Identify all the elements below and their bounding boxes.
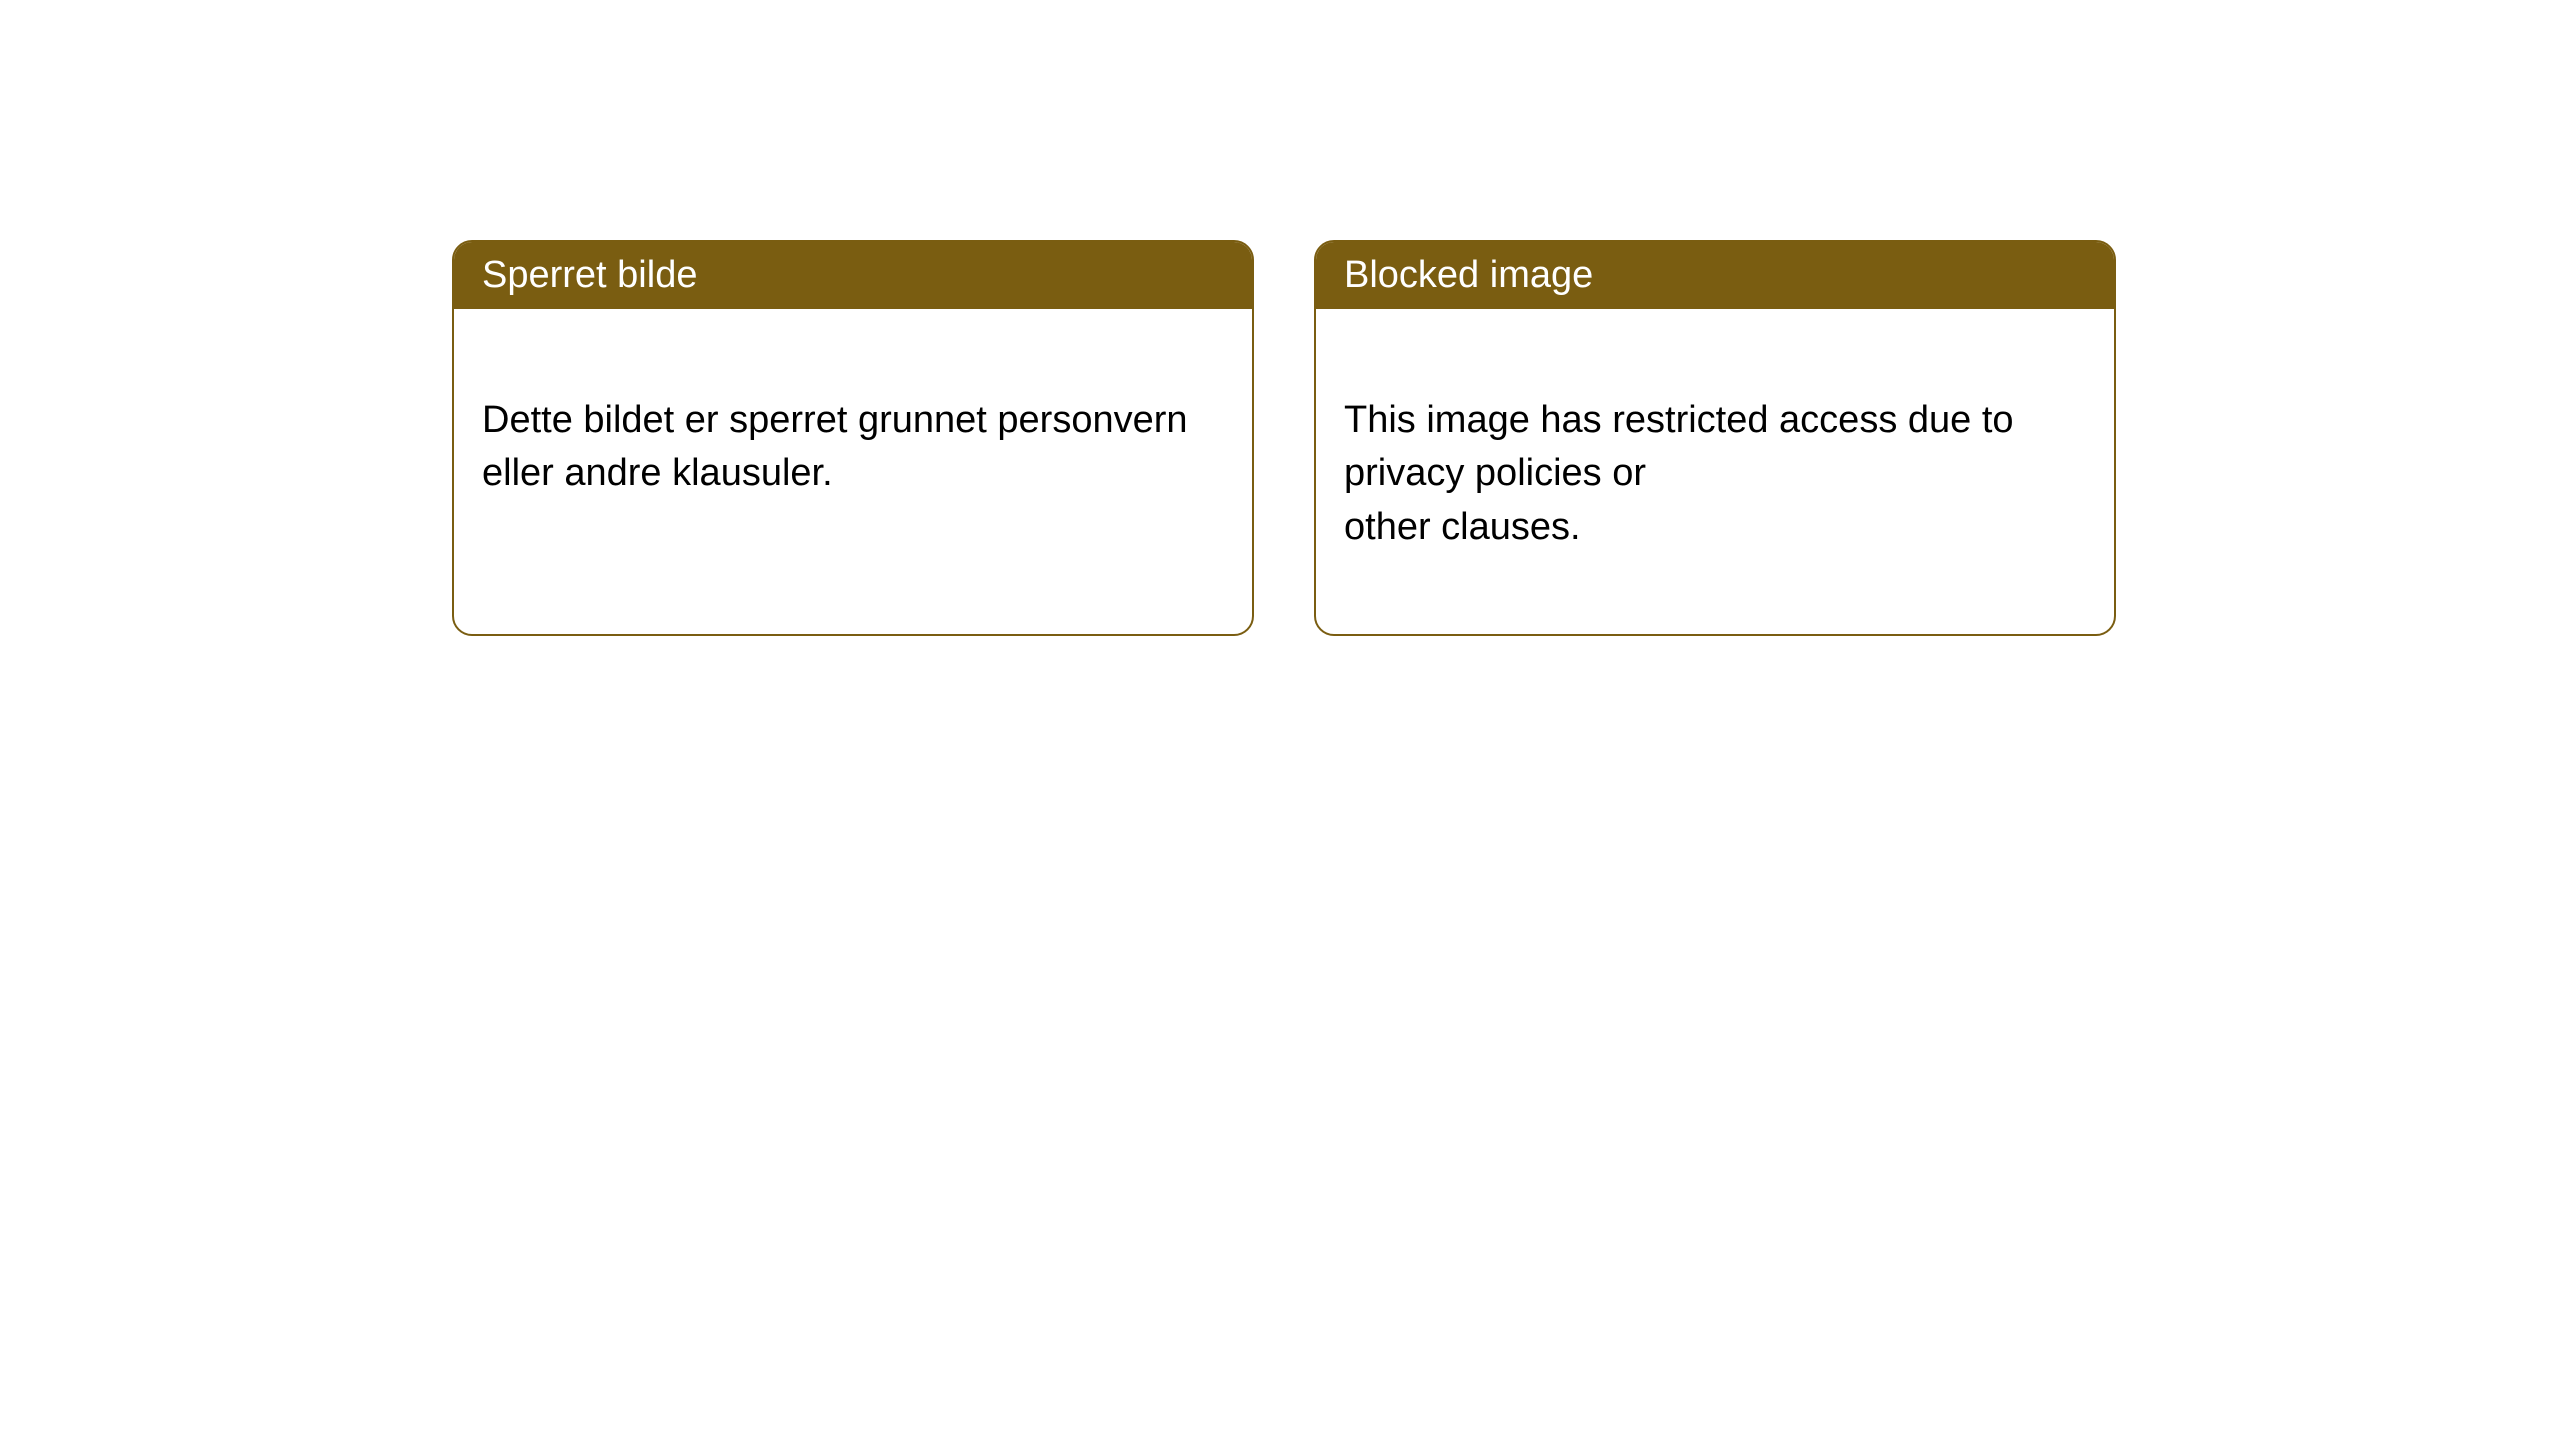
notice-title: Sperret bilde (482, 254, 697, 296)
notice-container: Sperret bilde Dette bildet er sperret gr… (0, 0, 2560, 636)
notice-header: Blocked image (1316, 242, 2114, 309)
notice-title: Blocked image (1344, 254, 1593, 296)
notice-card-english: Blocked image This image has restricted … (1314, 240, 2116, 636)
notice-body: This image has restricted access due to … (1316, 309, 2114, 634)
notice-header: Sperret bilde (454, 242, 1252, 309)
notice-text: Dette bildet er sperret grunnet personve… (482, 399, 1188, 494)
notice-card-norwegian: Sperret bilde Dette bildet er sperret gr… (452, 240, 1254, 636)
notice-body: Dette bildet er sperret grunnet personve… (454, 309, 1252, 581)
notice-text: This image has restricted access due to … (1344, 399, 2014, 547)
